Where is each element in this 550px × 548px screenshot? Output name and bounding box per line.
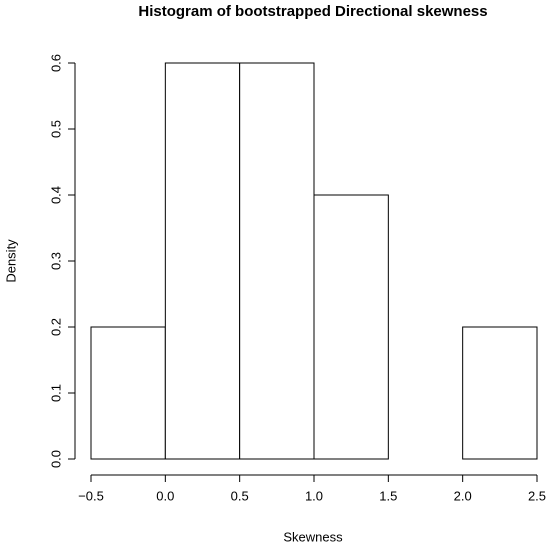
bar [90, 326, 166, 460]
bar [164, 62, 241, 460]
x-tick-label: 0.5 [231, 488, 249, 503]
y-tick-label: 0.1 [48, 384, 63, 402]
x-tick-label: 1.5 [379, 488, 397, 503]
y-axis-label: Density [3, 239, 18, 283]
bar [239, 62, 315, 460]
y-tick-label: 0.3 [48, 252, 63, 270]
y-tick-label: 0.4 [48, 186, 63, 204]
x-axis-label: Skewness [283, 529, 343, 544]
x-tick-label: −0.5 [78, 488, 104, 503]
bar [462, 326, 538, 460]
y-tick-label: 0.6 [48, 54, 63, 72]
x-tick-label: 1.0 [305, 488, 323, 503]
bar [313, 194, 389, 460]
chart-title: Histogram of bootstrapped Directional sk… [138, 3, 487, 20]
y-tick-label: 0.0 [48, 450, 63, 468]
y-tick-label: 0.5 [48, 120, 63, 138]
x-tick-label: 0.0 [156, 488, 174, 503]
y-tick-label: 0.2 [48, 318, 63, 336]
x-tick-label: 2.0 [454, 488, 472, 503]
x-tick-label: 2.5 [528, 488, 546, 503]
